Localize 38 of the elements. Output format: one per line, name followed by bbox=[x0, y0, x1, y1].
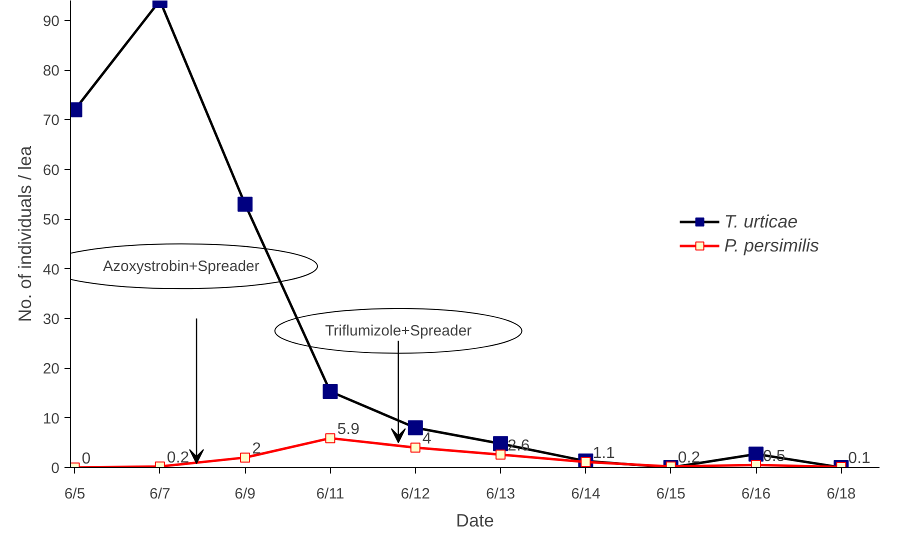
point bbox=[410, 442, 420, 453]
x-tick-label: 6/15 bbox=[656, 486, 686, 502]
x-tick-label: 6/14 bbox=[571, 486, 600, 502]
point bbox=[325, 433, 336, 444]
x-tick-label: 6/16 bbox=[741, 486, 771, 502]
x-tick-label: 6/9 bbox=[234, 486, 256, 502]
y-tick-label: 40 bbox=[42, 261, 60, 278]
x-tick-label: 6/18 bbox=[826, 486, 856, 502]
y-tick-label: 60 bbox=[42, 162, 60, 179]
data-label: 1.1 bbox=[592, 445, 616, 462]
x-tick-label: 6/11 bbox=[316, 486, 344, 502]
y-tick-label: 10 bbox=[42, 410, 60, 428]
y-tick-label: 80 bbox=[42, 62, 60, 80]
y-axis-title: No. of individuals / lea bbox=[14, 144, 35, 322]
annotation: Azoxystrobin+Spreader bbox=[103, 258, 260, 275]
data-label: 0 bbox=[82, 450, 91, 468]
y-tick-label: 50 bbox=[42, 212, 60, 229]
x-tick-label: 6/5 bbox=[64, 486, 86, 502]
y-tick-label: 70 bbox=[42, 112, 60, 130]
x-tick-label: 6/13 bbox=[486, 486, 516, 502]
y-tick-label: 20 bbox=[42, 360, 60, 378]
data-label: 2 bbox=[252, 440, 262, 458]
data-label: 0.1 bbox=[848, 450, 871, 468]
y-tick-label: 0 bbox=[51, 460, 60, 477]
point bbox=[240, 452, 250, 463]
data-label: 0.2 bbox=[166, 450, 190, 467]
x-tick-label: 6/12 bbox=[400, 486, 430, 502]
point bbox=[496, 450, 506, 460]
legend-label: T. urticae bbox=[724, 211, 798, 232]
annotation: Triflumizole+Spreader bbox=[325, 322, 472, 340]
data-label: 5.9 bbox=[337, 421, 360, 438]
data-label: 0.2 bbox=[678, 450, 700, 467]
data-label: 4 bbox=[422, 430, 432, 448]
x-tick-label: 6/7 bbox=[149, 486, 170, 502]
x-axis-title: Date bbox=[456, 510, 494, 530]
legend-label: P. persimilis bbox=[724, 235, 819, 256]
y-tick-label: 30 bbox=[42, 310, 60, 328]
y-tick-label: 90 bbox=[42, 12, 60, 30]
